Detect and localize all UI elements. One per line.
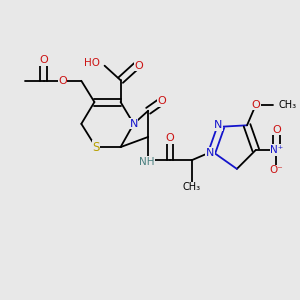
Text: O: O [272,125,281,135]
Text: N: N [214,120,223,130]
Text: N: N [130,119,138,129]
Text: O: O [158,96,166,106]
Text: O: O [58,76,67,86]
Text: O: O [39,56,48,65]
Text: S: S [92,141,100,154]
Text: CH₃: CH₃ [183,182,201,192]
Text: O: O [251,100,260,110]
Text: NH: NH [139,157,154,166]
Text: CH₃: CH₃ [278,100,297,110]
Text: O⁻: O⁻ [270,165,283,175]
Text: O: O [134,61,143,71]
Text: N: N [206,148,214,158]
Text: O: O [166,134,174,143]
Text: N⁺: N⁺ [270,145,283,155]
Text: HO: HO [84,58,100,68]
